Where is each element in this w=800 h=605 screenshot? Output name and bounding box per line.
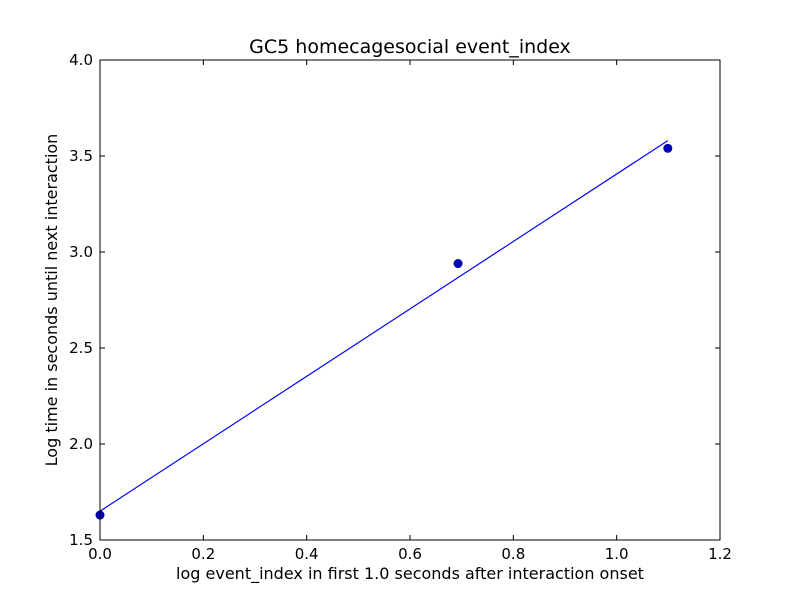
y-tick-label: 2.0 [69, 435, 93, 453]
x-tick-label: 0.6 [398, 545, 422, 563]
data-point [663, 143, 673, 153]
y-axis-label: Log time in seconds until next interacti… [42, 134, 61, 467]
data-point [453, 259, 463, 269]
x-tick-label: 0.2 [191, 545, 215, 563]
x-tick-label: 0.4 [295, 545, 319, 563]
y-tick-label: 3.0 [69, 243, 93, 261]
y-tick-label: 3.5 [69, 147, 93, 165]
x-axis-label: log event_index in first 1.0 seconds aft… [176, 564, 644, 584]
axis-ticks: 0.0 0.2 0.4 0.6 0.8 1.0 1.2 1.5 2.0 2.5 3.0 3.5 4.0 [69, 51, 732, 563]
x-tick-label: 1.2 [708, 545, 732, 563]
data-points-group [95, 143, 673, 520]
chart-title: GC5 homecagesocial event_index [249, 36, 571, 58]
plot-area [100, 60, 720, 540]
y-tick-label: 1.5 [69, 531, 93, 549]
y-tick-label: 4.0 [69, 51, 93, 69]
fit-line-group [99, 140, 669, 512]
x-tick-label: 0.0 [88, 545, 112, 563]
y-tick-label: 2.5 [69, 339, 93, 357]
fit-line [99, 140, 669, 512]
x-tick-label: 0.8 [501, 545, 525, 563]
plot-frame [99, 59, 721, 541]
x-tick-label: 1.0 [605, 545, 629, 563]
